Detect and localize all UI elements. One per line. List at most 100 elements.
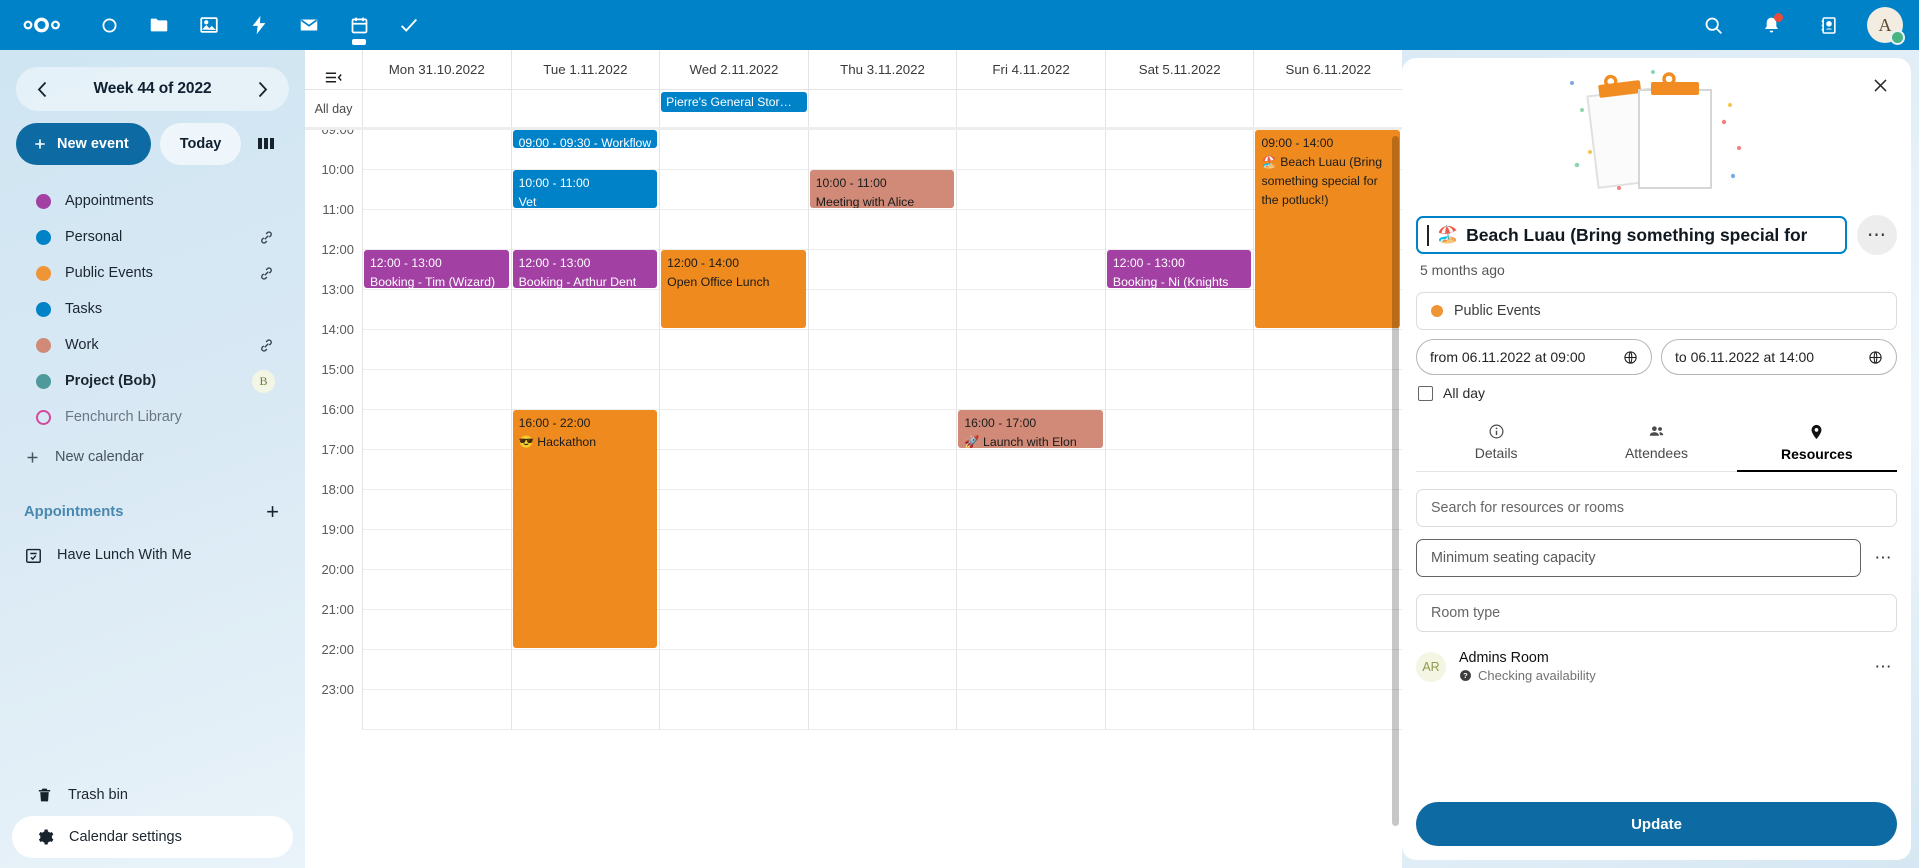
today-button[interactable]: Today	[159, 123, 242, 165]
hour-slot[interactable]	[660, 610, 808, 650]
calendar-select[interactable]: Public Events	[1416, 292, 1897, 330]
calendar-icon[interactable]	[334, 0, 384, 50]
resource-options-button[interactable]: ⋯	[1874, 656, 1892, 676]
hour-slot[interactable]	[1254, 490, 1402, 530]
scrollbar-thumb[interactable]	[1392, 136, 1399, 826]
hour-slot[interactable]	[957, 250, 1105, 290]
user-avatar[interactable]: A	[1867, 7, 1905, 45]
all-day-cell[interactable]	[1104, 90, 1254, 127]
globe-icon[interactable]	[1623, 350, 1638, 365]
new-event-button[interactable]: New event	[16, 123, 151, 165]
day-column-wed[interactable]: 12:00 - 14:00 Open Office Lunch	[659, 130, 808, 730]
checkbox-box[interactable]	[1418, 385, 1433, 401]
hour-slot[interactable]	[808, 290, 957, 330]
hour-slot[interactable]	[660, 290, 808, 330]
hour-slot[interactable]	[363, 570, 511, 610]
calendar-event[interactable]: 12:00 - 13:00 Booking - Ni (Knights	[1106, 250, 1252, 288]
hour-slot[interactable]	[660, 170, 808, 210]
hour-slot[interactable]	[660, 330, 808, 370]
hour-slot[interactable]	[957, 130, 1105, 170]
hour-slot[interactable]	[660, 650, 808, 690]
calendar-item-fenchurch-library[interactable]: Fenchurch Library	[12, 399, 293, 435]
calendar-item-personal[interactable]: Personal	[12, 219, 293, 255]
hour-slot[interactable]	[363, 530, 511, 570]
hour-slot[interactable]	[957, 570, 1105, 610]
day-header[interactable]: Tue 1.11.2022	[510, 50, 660, 89]
calendar-item-work[interactable]: Work	[12, 327, 293, 363]
hour-slot[interactable]	[808, 410, 957, 450]
hour-slot[interactable]	[363, 450, 511, 490]
day-header[interactable]: Sun 6.11.2022	[1253, 50, 1402, 89]
share-link-icon[interactable]	[258, 337, 275, 354]
share-link-icon[interactable]	[258, 229, 275, 246]
hour-slot[interactable]	[511, 610, 660, 650]
collapse-sidebar-icon[interactable]	[305, 50, 362, 89]
hour-slot[interactable]	[1105, 410, 1254, 450]
tab-resources[interactable]: Resources	[1736, 417, 1897, 472]
calendar-settings-item[interactable]: Calendar settings	[12, 816, 293, 858]
hour-slot[interactable]	[511, 650, 660, 690]
hour-slot[interactable]	[1105, 690, 1254, 730]
hour-slot[interactable]	[1254, 530, 1402, 570]
hour-slot[interactable]	[1105, 450, 1254, 490]
hour-slot[interactable]	[511, 290, 660, 330]
day-column-sat[interactable]: 12:00 - 13:00 Booking - Ni (Knights	[1104, 130, 1254, 730]
day-header[interactable]: Sat 5.11.2022	[1104, 50, 1254, 89]
hour-slot[interactable]	[1105, 170, 1254, 210]
day-column-mon[interactable]: 12:00 - 13:00 Booking - Tim (Wizard)	[362, 130, 511, 730]
hour-slot[interactable]	[363, 210, 511, 250]
trash-bin-item[interactable]: Trash bin	[12, 774, 293, 816]
hour-slot[interactable]	[1254, 370, 1402, 410]
hour-slot[interactable]	[1254, 450, 1402, 490]
next-week-button[interactable]	[247, 73, 279, 105]
day-header[interactable]: Wed 2.11.2022	[659, 50, 808, 89]
hour-slot[interactable]	[808, 330, 957, 370]
hour-slot[interactable]	[511, 170, 660, 210]
hour-slot[interactable]	[1105, 210, 1254, 250]
all-day-cell[interactable]	[510, 90, 660, 127]
hour-slot[interactable]	[1254, 570, 1402, 610]
all-day-cell[interactable]: Pierre's General Stor…	[659, 90, 808, 127]
hour-slot[interactable]	[363, 410, 511, 450]
hour-slot[interactable]	[808, 170, 957, 210]
all-day-cell[interactable]	[807, 90, 957, 127]
hour-slot[interactable]	[1105, 570, 1254, 610]
hour-slot[interactable]	[511, 330, 660, 370]
event-start-date-input[interactable]: from 06.11.2022 at 09:00	[1416, 339, 1652, 375]
hour-slot[interactable]	[660, 690, 808, 730]
calendar-scrollbar[interactable]	[1392, 130, 1401, 865]
day-column-tue[interactable]: 09:00 - 09:30 - Workflow 10:00 - 11:00 Vet…	[510, 130, 660, 730]
calendar-item-public-events[interactable]: Public Events	[12, 255, 293, 291]
photos-icon[interactable]	[184, 0, 234, 50]
hour-slot[interactable]	[363, 330, 511, 370]
hour-slot[interactable]	[808, 370, 957, 410]
hour-slot[interactable]	[363, 690, 511, 730]
calendar-item-project-bob[interactable]: Project (Bob) B	[12, 363, 293, 399]
hour-slot[interactable]	[1105, 530, 1254, 570]
hour-slot[interactable]	[1105, 250, 1254, 290]
hour-slot[interactable]	[511, 690, 660, 730]
mail-icon[interactable]	[284, 0, 334, 50]
event-title-input[interactable]: 🏖️ Beach Luau (Bring something special f…	[1416, 216, 1847, 254]
activity-icon[interactable]	[234, 0, 284, 50]
hour-slot[interactable]	[808, 690, 957, 730]
update-button[interactable]: Update	[1416, 802, 1897, 846]
hour-slot[interactable]	[957, 170, 1105, 210]
hour-slot[interactable]	[363, 290, 511, 330]
previous-week-button[interactable]	[26, 73, 58, 105]
globe-icon[interactable]	[1868, 350, 1883, 365]
hour-slot[interactable]	[660, 210, 808, 250]
hour-slot[interactable]	[957, 410, 1105, 450]
dashboard-icon[interactable]	[84, 0, 134, 50]
hour-slot[interactable]	[660, 370, 808, 410]
minimum-seating-capacity-input[interactable]: Minimum seating capacity	[1416, 539, 1861, 577]
calendar-event[interactable]: 12:00 - 13:00 Booking - Tim (Wizard)	[364, 250, 509, 288]
hour-slot[interactable]	[363, 370, 511, 410]
all-day-cell[interactable]	[1253, 90, 1402, 127]
view-mode-icon[interactable]	[250, 127, 284, 161]
event-end-date-input[interactable]: to 06.11.2022 at 14:00	[1661, 339, 1897, 375]
calendar-item-tasks[interactable]: Tasks	[12, 291, 293, 327]
hour-slot[interactable]	[1254, 410, 1402, 450]
nextcloud-logo[interactable]	[0, 15, 84, 35]
hour-slot[interactable]	[1105, 650, 1254, 690]
